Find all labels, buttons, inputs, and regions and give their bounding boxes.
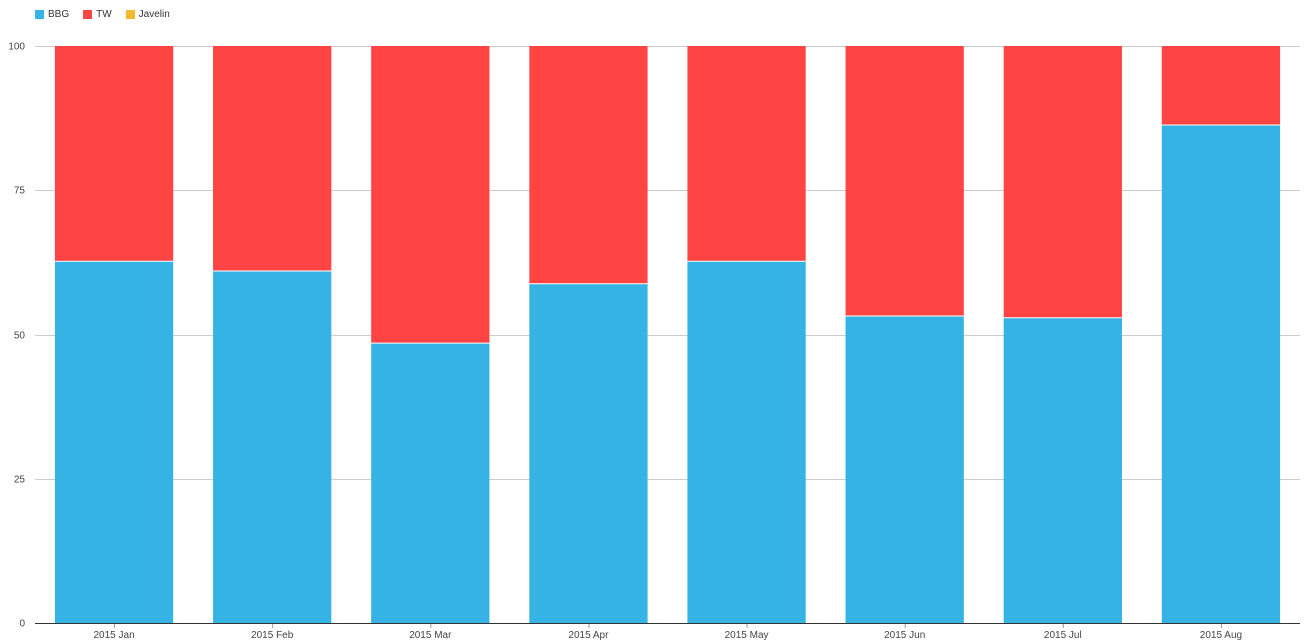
bar-tw-3[interactable]: [371, 46, 490, 344]
bar-bbg-8[interactable]: [1161, 125, 1281, 624]
legend-label-javelin: Javelin: [138, 8, 170, 20]
y-tick-label: 100: [8, 42, 25, 53]
bar-bbg-3[interactable]: [371, 343, 490, 623]
y-tick-label: 25: [14, 475, 26, 486]
x-tick-label: 2015 Aug: [1200, 630, 1242, 641]
y-tick-label: 75: [14, 186, 26, 197]
legend-swatch-bbg: [35, 9, 44, 19]
legend-item-javelin[interactable]: Javelin: [125, 8, 170, 20]
x-tick-label: 2015 Apr: [568, 630, 609, 641]
x-tick-label: 2015 Jul: [1044, 630, 1082, 641]
bar-tw-4[interactable]: [529, 46, 648, 284]
bar-tw-7[interactable]: [1003, 46, 1122, 318]
legend-label-bbg: BBG: [48, 8, 70, 20]
legend-swatch-javelin: [125, 9, 135, 19]
legend-item-tw[interactable]: TW: [83, 9, 112, 20]
bar-bbg-4[interactable]: [529, 283, 648, 623]
x-tick-label: 2015 Feb: [251, 630, 294, 641]
bar-tw-5[interactable]: [687, 46, 806, 262]
x-tick-label: 2015 Jan: [93, 630, 134, 641]
y-tick-label: 50: [14, 331, 26, 342]
bar-bbg-5[interactable]: [687, 261, 806, 623]
bar-bbg-2[interactable]: [213, 271, 332, 623]
legend-label-tw: TW: [96, 8, 112, 20]
legend: BBG TW Javelin: [35, 7, 184, 21]
legend-swatch-tw: [83, 9, 93, 19]
x-tick-label: 2015 May: [725, 630, 769, 641]
x-tick-label: 2015 Jun: [884, 630, 925, 641]
y-tick-label: 0: [19, 619, 25, 630]
bar-tw-2[interactable]: [213, 46, 332, 272]
bar-bbg-7[interactable]: [1003, 317, 1122, 623]
bar-tw-6[interactable]: [845, 46, 964, 317]
bar-bbg-6[interactable]: [845, 316, 964, 623]
x-tick-label: 2015 Mar: [409, 630, 452, 641]
bar-bbg-1[interactable]: [54, 261, 174, 623]
bar-tw-1[interactable]: [54, 46, 174, 262]
legend-item-bbg[interactable]: BBG: [35, 9, 69, 20]
bar-tw-8[interactable]: [1161, 46, 1281, 126]
